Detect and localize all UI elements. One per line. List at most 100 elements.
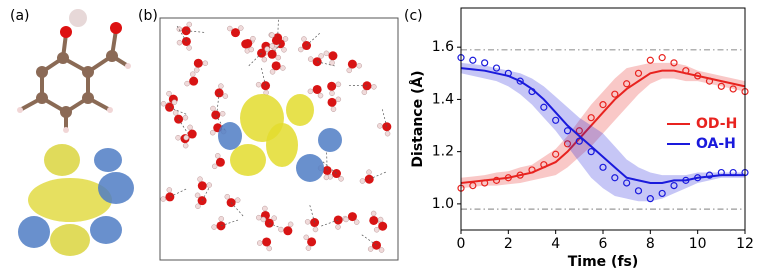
hbond — [248, 52, 262, 67]
hydrogen — [262, 205, 268, 212]
hydrogen — [307, 56, 314, 62]
hydrogen — [303, 234, 310, 241]
marker — [623, 179, 631, 187]
y-tick-label: 1.2 — [432, 144, 454, 160]
marker — [504, 69, 512, 77]
marker — [516, 171, 524, 179]
hydrogen — [266, 245, 272, 252]
hydrogen — [371, 84, 377, 90]
hydrogen — [356, 62, 362, 69]
hbond — [321, 219, 339, 227]
hydrogen — [384, 130, 391, 137]
marker — [575, 127, 583, 135]
oxygen — [327, 97, 337, 107]
hydrogen — [182, 114, 189, 121]
marker — [611, 90, 619, 98]
hydrogen — [248, 46, 255, 53]
hydrogen — [367, 246, 374, 252]
hydrogen — [206, 182, 213, 188]
hydrogen — [278, 226, 284, 233]
oxygen — [267, 49, 277, 59]
hydrogen — [182, 142, 189, 149]
hbond — [361, 234, 377, 246]
marker — [492, 176, 501, 184]
molecule-a — [17, 9, 134, 256]
marker — [694, 72, 702, 80]
hbond — [230, 202, 244, 217]
hydrogen — [218, 83, 224, 89]
legend-label: OA-H — [696, 136, 736, 152]
hydrogen — [214, 153, 221, 159]
hydrogen — [166, 187, 173, 193]
hydrogen — [184, 80, 190, 87]
hbond — [201, 184, 211, 201]
hydrogen — [176, 39, 183, 46]
oxygen — [243, 38, 253, 48]
marker — [729, 85, 737, 93]
hydrogen — [160, 100, 167, 107]
hbond — [306, 32, 320, 46]
marker — [646, 195, 654, 203]
oxygen — [328, 51, 338, 61]
marker — [481, 179, 489, 187]
hydrogen — [175, 134, 181, 141]
oxygen — [215, 157, 225, 167]
oxygen — [327, 81, 337, 91]
hbond — [215, 114, 226, 131]
marker — [552, 116, 560, 124]
panel-label: (b) — [138, 8, 158, 24]
hydrogen — [287, 221, 294, 228]
oxygen — [347, 212, 357, 222]
series-line — [460, 69, 746, 184]
oxygen — [369, 215, 379, 225]
marker — [670, 59, 678, 67]
hydrogen — [329, 59, 335, 66]
marker — [729, 168, 737, 177]
confidence-band — [461, 62, 745, 202]
hydrogen — [370, 210, 377, 217]
hydrogen — [260, 216, 267, 223]
hydrogen — [256, 240, 263, 246]
marker — [694, 174, 702, 182]
hydrogen — [171, 99, 178, 106]
hydrogen — [210, 105, 216, 112]
hydrogen — [343, 216, 349, 223]
hbond — [326, 152, 328, 171]
hydrogen — [222, 93, 229, 99]
oxygen — [312, 84, 322, 94]
hydrogen — [307, 88, 314, 95]
hydrogen — [353, 219, 360, 225]
marker — [646, 56, 654, 64]
marker — [504, 174, 512, 182]
marker — [705, 171, 714, 179]
marker — [705, 77, 714, 85]
marker — [717, 168, 725, 177]
hbond — [261, 68, 266, 86]
y-tick-label: 1.6 — [432, 39, 454, 55]
hydrogen — [238, 25, 244, 31]
hydrogen — [172, 110, 179, 116]
orbital-blobs — [218, 94, 342, 182]
hydrogen — [209, 129, 216, 136]
simulation-box — [159, 17, 399, 261]
hydrogen — [166, 90, 172, 97]
hydrogen — [269, 43, 275, 49]
hydrogen — [329, 90, 335, 97]
oxygen — [187, 129, 197, 139]
hydrogen — [373, 227, 380, 233]
hydrogen — [366, 169, 372, 175]
hydrogen — [211, 224, 217, 230]
x-tick-label: 12 — [736, 236, 754, 252]
oxygen — [262, 237, 272, 247]
hydrogen — [335, 224, 341, 230]
marker — [528, 87, 536, 96]
hydrogen — [330, 106, 337, 112]
hydrogen — [176, 26, 183, 32]
oxygen — [197, 181, 207, 191]
marker — [717, 82, 725, 90]
hydrogen — [271, 215, 277, 221]
hydrogen — [377, 123, 383, 129]
hydrogen — [281, 47, 287, 53]
hydrogen — [194, 192, 201, 199]
oxygen — [189, 76, 199, 86]
